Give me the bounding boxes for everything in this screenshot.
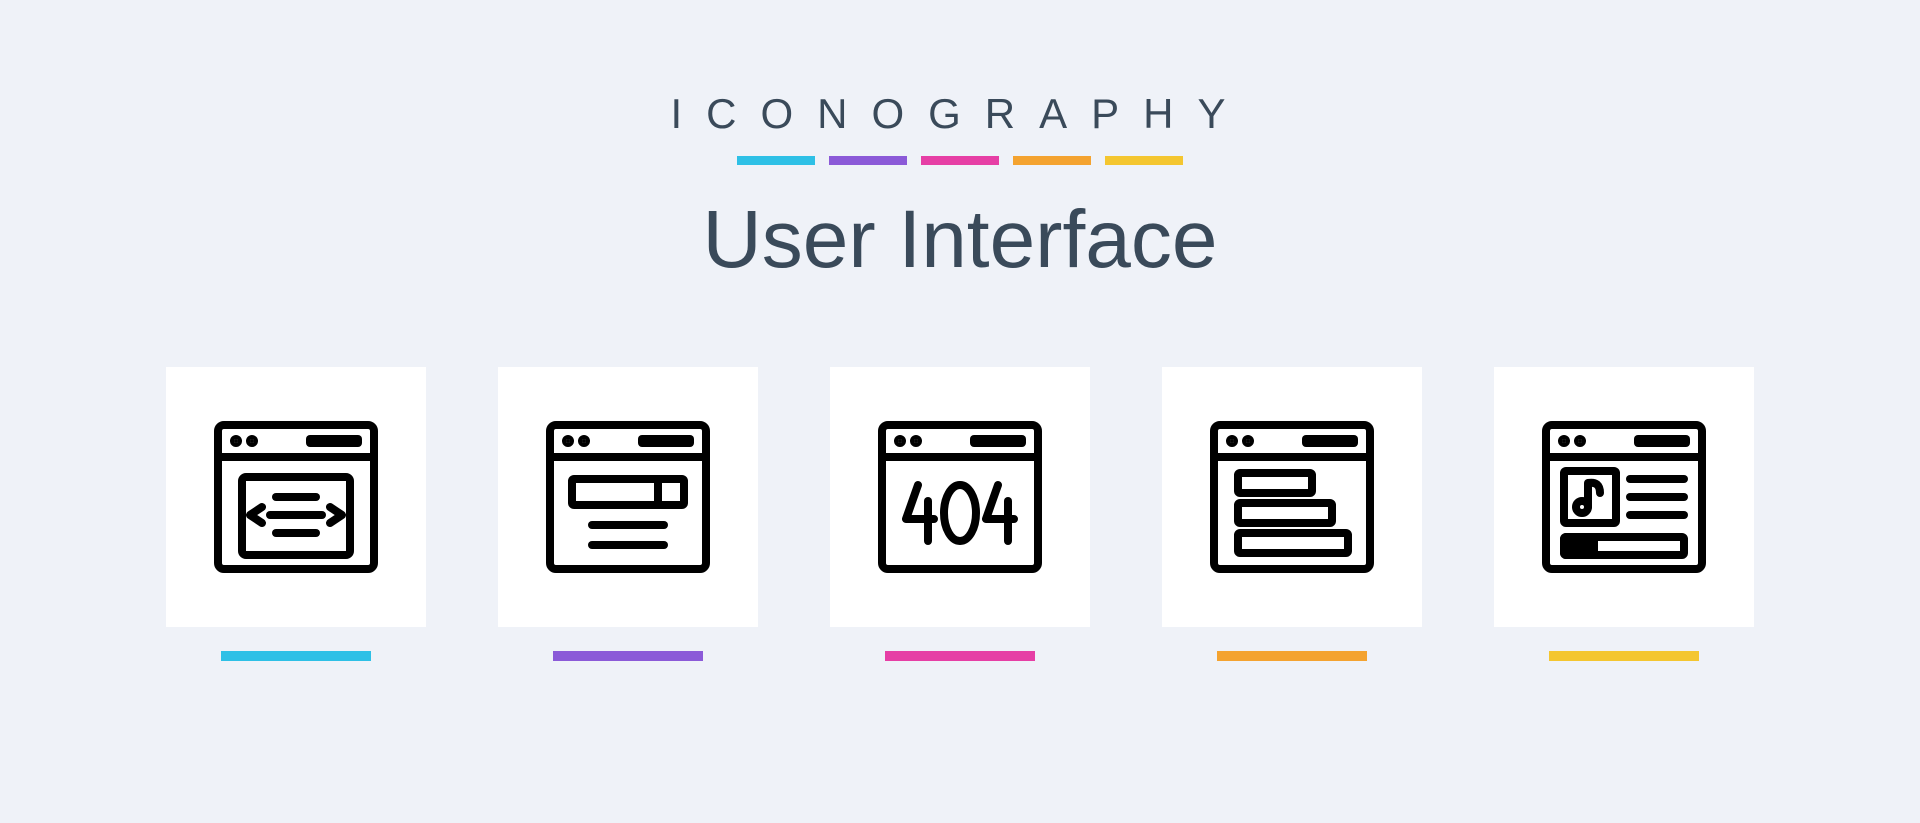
accent-bar — [1013, 156, 1091, 165]
browser-search-icon — [538, 407, 718, 587]
icon-card — [1162, 367, 1422, 661]
header: ICONOGRAPHY User Interface — [670, 90, 1249, 287]
accent-underline-row — [670, 156, 1249, 165]
icon-card — [498, 367, 758, 661]
icon-card — [830, 367, 1090, 661]
browser-code-icon — [206, 407, 386, 587]
accent-bar — [737, 156, 815, 165]
accent-bar — [921, 156, 999, 165]
icon-card — [166, 367, 426, 661]
icon-underline — [553, 651, 703, 661]
icon-underline — [1549, 651, 1699, 661]
accent-bar — [1105, 156, 1183, 165]
icon-underline — [221, 651, 371, 661]
browser-music-icon — [1534, 407, 1714, 587]
icon-tile — [498, 367, 758, 627]
accent-bar — [829, 156, 907, 165]
icon-tile — [830, 367, 1090, 627]
browser-form-icon — [1202, 407, 1382, 587]
icon-tile — [1494, 367, 1754, 627]
icon-tile — [1162, 367, 1422, 627]
icon-underline — [885, 651, 1035, 661]
icon-card — [1494, 367, 1754, 661]
brand-label: ICONOGRAPHY — [670, 90, 1249, 138]
icon-row — [166, 367, 1754, 661]
icon-tile — [166, 367, 426, 627]
pack-title: User Interface — [670, 193, 1249, 287]
browser-404-icon — [870, 407, 1050, 587]
icon-underline — [1217, 651, 1367, 661]
